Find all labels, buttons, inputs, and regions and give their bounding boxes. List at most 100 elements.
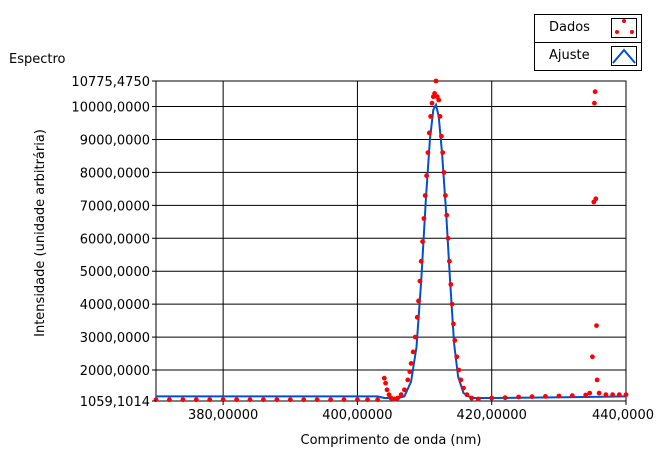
points-marker-icon xyxy=(611,18,637,38)
data-point xyxy=(594,323,599,328)
data-point xyxy=(422,193,428,198)
y-tick-label: 2000,0000 xyxy=(80,364,150,379)
data-point xyxy=(301,397,307,403)
y-tick-label: 8000,0000 xyxy=(80,166,150,181)
data-point xyxy=(398,392,404,398)
data-point xyxy=(610,392,615,398)
data-point xyxy=(417,278,423,284)
y-tick-label: 5000,0000 xyxy=(80,265,150,280)
data-point xyxy=(529,394,535,400)
data-point xyxy=(623,392,629,398)
data-point xyxy=(444,212,450,218)
y-tick-label: 6000,0000 xyxy=(80,232,150,247)
data-point xyxy=(420,239,425,245)
data-point xyxy=(418,258,424,264)
data-point xyxy=(375,397,380,403)
chart-legend[interactable]: Dados Ajuste xyxy=(534,14,642,71)
data-point xyxy=(328,397,333,403)
legend-label-dados: Dados xyxy=(549,20,590,35)
legend-entry-dados[interactable]: Dados xyxy=(535,15,641,43)
y-tick-label: 1059,1014 xyxy=(80,395,150,410)
data-point xyxy=(594,377,600,383)
data-point xyxy=(207,397,213,403)
data-point xyxy=(407,369,413,375)
data-point xyxy=(416,298,421,304)
data-point xyxy=(220,397,226,403)
data-point xyxy=(587,390,593,396)
legend-label-ajuste: Ajuste xyxy=(549,48,590,63)
y-tick-label: 4000,0000 xyxy=(80,298,150,313)
data-point xyxy=(180,397,186,403)
x-tick-label: 380,00000 xyxy=(188,408,258,423)
data-point xyxy=(569,393,575,399)
x-tick-label: 420,00000 xyxy=(457,408,527,423)
data-point xyxy=(428,114,433,119)
data-point xyxy=(426,130,432,136)
legend-entry-ajuste[interactable]: Ajuste xyxy=(535,43,641,70)
data-point xyxy=(592,89,598,95)
data-point xyxy=(461,385,466,391)
data-point xyxy=(556,393,562,399)
axis-ticks: 1059,1014 2000,0000 3000,0000 4000,0000 5000… xyxy=(71,75,654,423)
data-point xyxy=(475,396,481,402)
grid-lines xyxy=(156,81,626,401)
data-point xyxy=(592,100,597,106)
data-point xyxy=(440,150,446,156)
data-point xyxy=(421,216,427,221)
data-point xyxy=(445,235,451,241)
data-point xyxy=(429,100,435,106)
data-point xyxy=(424,173,429,179)
data-point xyxy=(451,321,456,327)
data-point xyxy=(402,387,407,393)
y-tick-label: 10000,0000 xyxy=(71,101,150,116)
data-point xyxy=(425,150,431,156)
data-point xyxy=(502,395,508,401)
data-point xyxy=(583,392,589,398)
data-point xyxy=(516,394,521,400)
data-point xyxy=(341,397,347,403)
data-point xyxy=(593,196,599,202)
data-point xyxy=(247,397,253,403)
data-point xyxy=(449,301,455,307)
data-point xyxy=(410,349,416,355)
data-point xyxy=(287,397,293,403)
x-axis-label: Comprimento de onda (nm) xyxy=(301,433,482,448)
data-point xyxy=(436,97,442,103)
data-point xyxy=(405,377,411,383)
data-point xyxy=(395,395,401,401)
plot-area xyxy=(155,80,627,402)
data-point xyxy=(447,258,452,264)
data-point xyxy=(590,354,595,360)
data-point xyxy=(432,91,437,96)
data-point xyxy=(458,377,464,383)
data-point xyxy=(452,338,458,343)
data-point xyxy=(437,114,443,119)
data-point xyxy=(456,367,462,373)
x-tick-label: 400,00000 xyxy=(322,408,392,423)
data-point xyxy=(408,361,414,366)
data-point xyxy=(616,392,622,398)
data-point xyxy=(412,334,418,340)
data-point xyxy=(448,282,454,287)
data-point xyxy=(193,397,199,403)
x-tick-label: 440,0000 xyxy=(592,408,654,423)
data-point xyxy=(441,170,447,175)
data-point xyxy=(314,397,320,403)
data-point xyxy=(167,397,172,403)
data-point xyxy=(439,133,444,139)
y-tick-label: 9000,0000 xyxy=(80,133,150,148)
y-tick-label: 7000,0000 xyxy=(80,199,150,214)
data-point xyxy=(443,193,448,198)
data-point xyxy=(355,397,360,403)
data-point xyxy=(384,387,390,393)
y-tick-label: 10775,4750 xyxy=(71,75,150,90)
data-point xyxy=(383,380,388,386)
data-point xyxy=(234,397,240,403)
data-point xyxy=(433,78,439,84)
data-point xyxy=(543,394,548,399)
data-point xyxy=(489,395,495,401)
data-point xyxy=(464,392,470,398)
line-marker-icon xyxy=(611,46,637,66)
data-point xyxy=(381,375,387,381)
